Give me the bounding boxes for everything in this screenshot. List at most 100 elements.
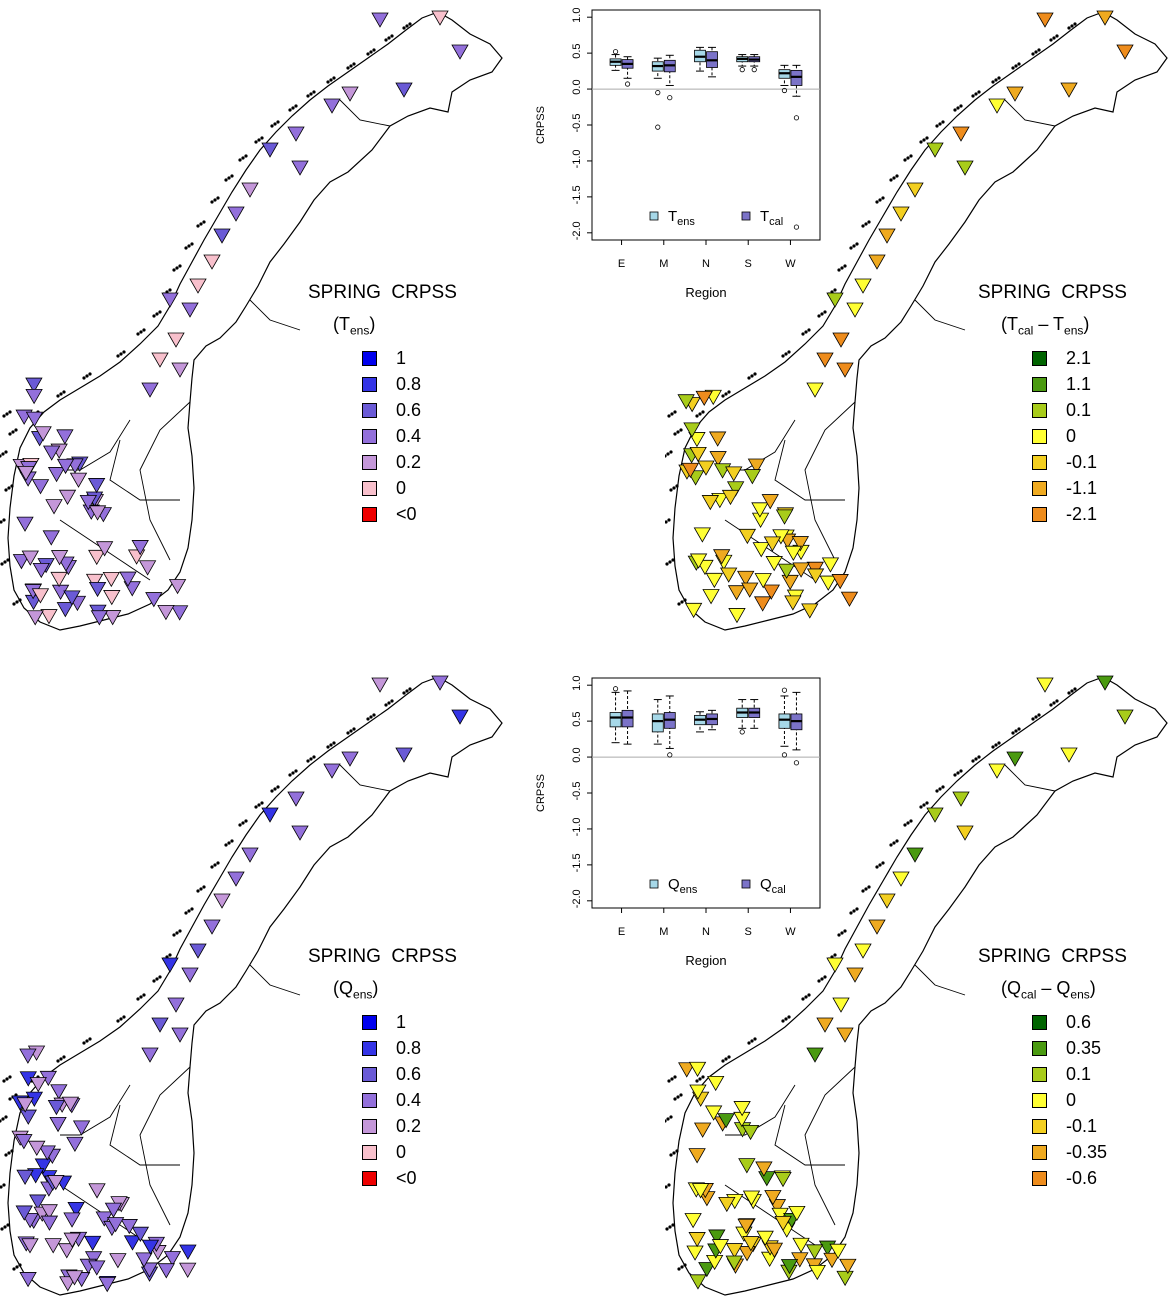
region-boundary — [1004, 99, 1056, 127]
island — [991, 80, 995, 84]
station-marker — [323, 763, 341, 779]
island — [991, 745, 995, 749]
island — [152, 979, 156, 983]
island — [833, 953, 837, 957]
island — [88, 1037, 92, 1041]
legend-swatch — [362, 1067, 377, 1083]
station-marker — [120, 1219, 138, 1235]
island — [62, 390, 66, 394]
island — [4, 488, 8, 492]
x-tick-label: W — [785, 926, 796, 938]
station-marker — [831, 574, 849, 590]
island — [971, 94, 975, 98]
island — [273, 122, 277, 126]
station-marker — [25, 389, 43, 405]
island — [309, 92, 313, 96]
station-marker — [792, 1237, 810, 1254]
station-marker — [19, 1109, 37, 1125]
island — [184, 246, 188, 250]
legend-swatch — [1032, 403, 1047, 419]
station-marker — [42, 530, 60, 546]
island — [82, 376, 86, 380]
island — [390, 34, 394, 38]
station-marker — [756, 1230, 774, 1246]
station-marker — [63, 1212, 81, 1228]
station-marker — [737, 1218, 755, 1234]
x-tick-label: S — [745, 926, 752, 938]
island — [673, 410, 677, 414]
island — [997, 741, 1001, 745]
island — [384, 703, 388, 707]
island — [823, 975, 827, 979]
legend-label: -2.1 — [1066, 504, 1098, 525]
legend-item: 2.1 — [1032, 346, 1127, 372]
box — [651, 713, 664, 733]
x-tick-label: E — [618, 258, 625, 270]
station-marker — [42, 445, 61, 461]
legend-label: 0.1 — [1066, 1064, 1092, 1085]
island — [349, 64, 353, 68]
station-marker — [683, 422, 701, 438]
island — [1031, 717, 1035, 721]
region-boundary — [804, 1066, 856, 1226]
legend-swatch — [1032, 455, 1047, 471]
y-tick-label: -2.0 — [571, 221, 583, 240]
station-marker — [135, 1252, 153, 1268]
island — [260, 801, 264, 805]
station-marker — [771, 1207, 789, 1224]
island — [346, 731, 350, 735]
island — [889, 843, 893, 847]
island — [372, 713, 376, 717]
y-tick-label: -1.0 — [571, 817, 583, 836]
island — [3, 560, 7, 564]
legend-label: Tcal — [760, 208, 783, 228]
island — [366, 52, 370, 56]
island — [291, 771, 295, 775]
island — [753, 1037, 757, 1041]
island — [8, 1097, 12, 1101]
station-marker — [846, 302, 864, 318]
island — [346, 66, 350, 70]
map-qcal-minus-qens — [665, 675, 1168, 1296]
island — [1011, 66, 1015, 70]
station-marker — [892, 206, 910, 222]
island — [849, 911, 853, 915]
legend-item: -0.35 — [1032, 1140, 1127, 1166]
legend-label: 0 — [1066, 1090, 1077, 1111]
legend-swatch — [741, 879, 751, 889]
island — [906, 156, 910, 160]
station-marker — [816, 352, 834, 368]
island — [833, 288, 837, 292]
island — [683, 1263, 687, 1267]
legend-label: Tens — [668, 208, 695, 228]
island — [823, 310, 827, 314]
island — [906, 821, 910, 825]
station-marker — [241, 847, 259, 863]
y-tick-label: -1.5 — [571, 853, 583, 872]
island — [855, 907, 859, 911]
island — [8, 432, 12, 436]
legend-swatch — [1032, 1067, 1047, 1083]
island — [227, 841, 231, 845]
island — [116, 1019, 120, 1023]
station-marker — [47, 1099, 66, 1116]
island — [288, 108, 292, 112]
island — [372, 48, 376, 52]
map-tens — [0, 10, 503, 631]
island — [291, 106, 295, 110]
island — [213, 198, 217, 202]
island — [959, 769, 963, 773]
legend-subtitle: (Tens) — [333, 314, 376, 338]
island — [977, 90, 981, 94]
station-marker — [40, 1204, 58, 1220]
legend-label: 0 — [396, 478, 407, 499]
station-marker — [754, 573, 772, 589]
island — [673, 1075, 677, 1079]
region-boundary — [339, 99, 391, 127]
island — [196, 224, 200, 228]
region-boundary — [725, 1084, 796, 1136]
legend-label: -0.1 — [1066, 452, 1098, 473]
island — [676, 1095, 680, 1099]
legend-item: -0.6 — [1032, 1166, 1127, 1192]
station-marker — [90, 610, 109, 626]
